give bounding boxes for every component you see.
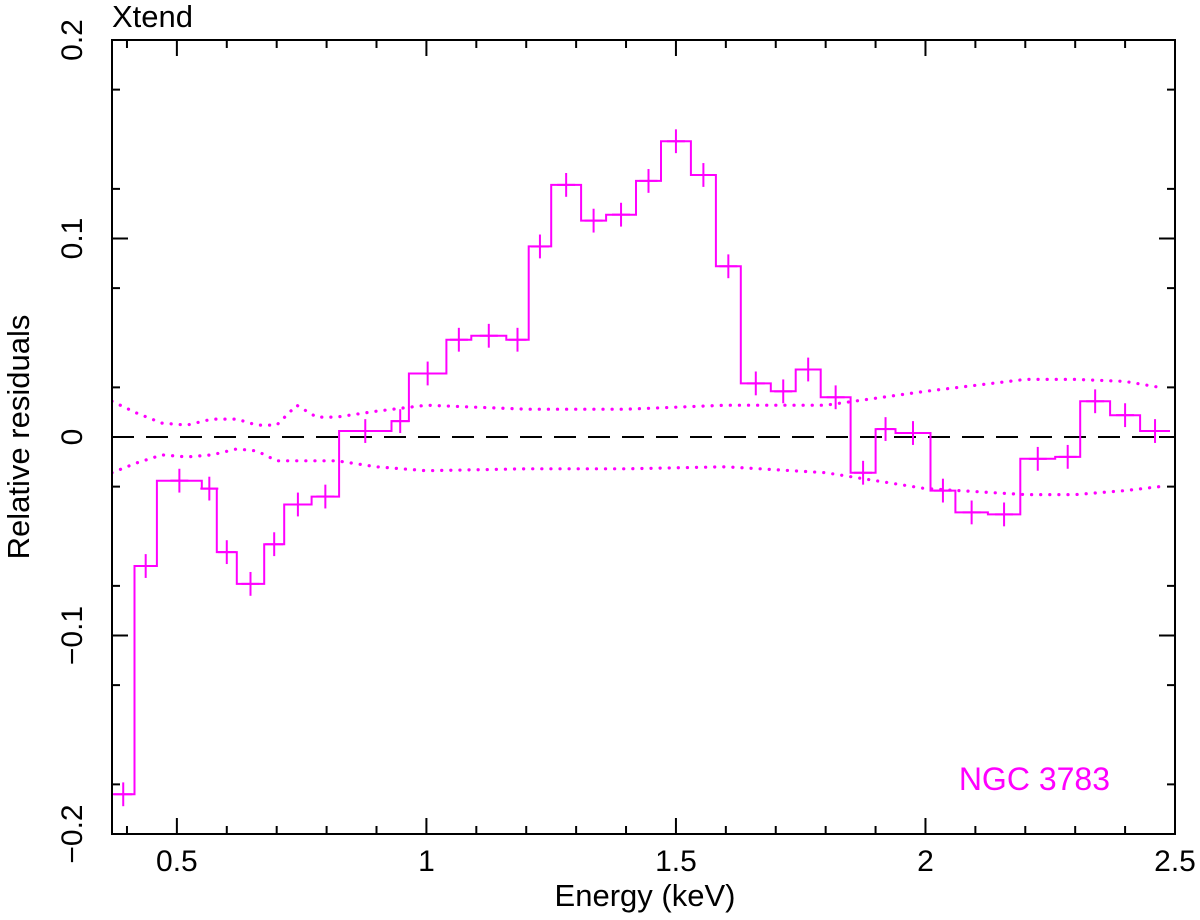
x-tick-label: 1.5 xyxy=(655,845,697,878)
source-label: NGC 3783 xyxy=(959,761,1110,797)
y-tick-label: 0 xyxy=(56,429,89,446)
plot-clip-group xyxy=(112,129,1175,834)
y-tick-label: −0.1 xyxy=(56,606,89,665)
y-tick-label: −0.2 xyxy=(56,804,89,863)
x-tick-label: 1 xyxy=(418,845,435,878)
x-tick-label: 2 xyxy=(917,845,934,878)
upper-envelope xyxy=(112,377,1162,427)
x-tick-label: 0.5 xyxy=(156,845,198,878)
y-tick-label: 0.1 xyxy=(56,218,89,260)
axes: 0.5 1 1.5 2 2.5 −0.2 −0.1 0 0.1 0.2 xyxy=(56,19,1196,878)
residual-step-line xyxy=(112,140,1170,834)
chart-title: Xtend xyxy=(112,0,193,34)
y-tick-label: 0.2 xyxy=(56,19,89,61)
x-tick-label: 2.5 xyxy=(1154,845,1196,878)
lower-envelope xyxy=(112,447,1162,497)
plot-area xyxy=(112,129,1175,834)
x-axis-title: Energy (keV) xyxy=(555,878,736,913)
y-axis-title: Relative residuals xyxy=(1,315,36,560)
